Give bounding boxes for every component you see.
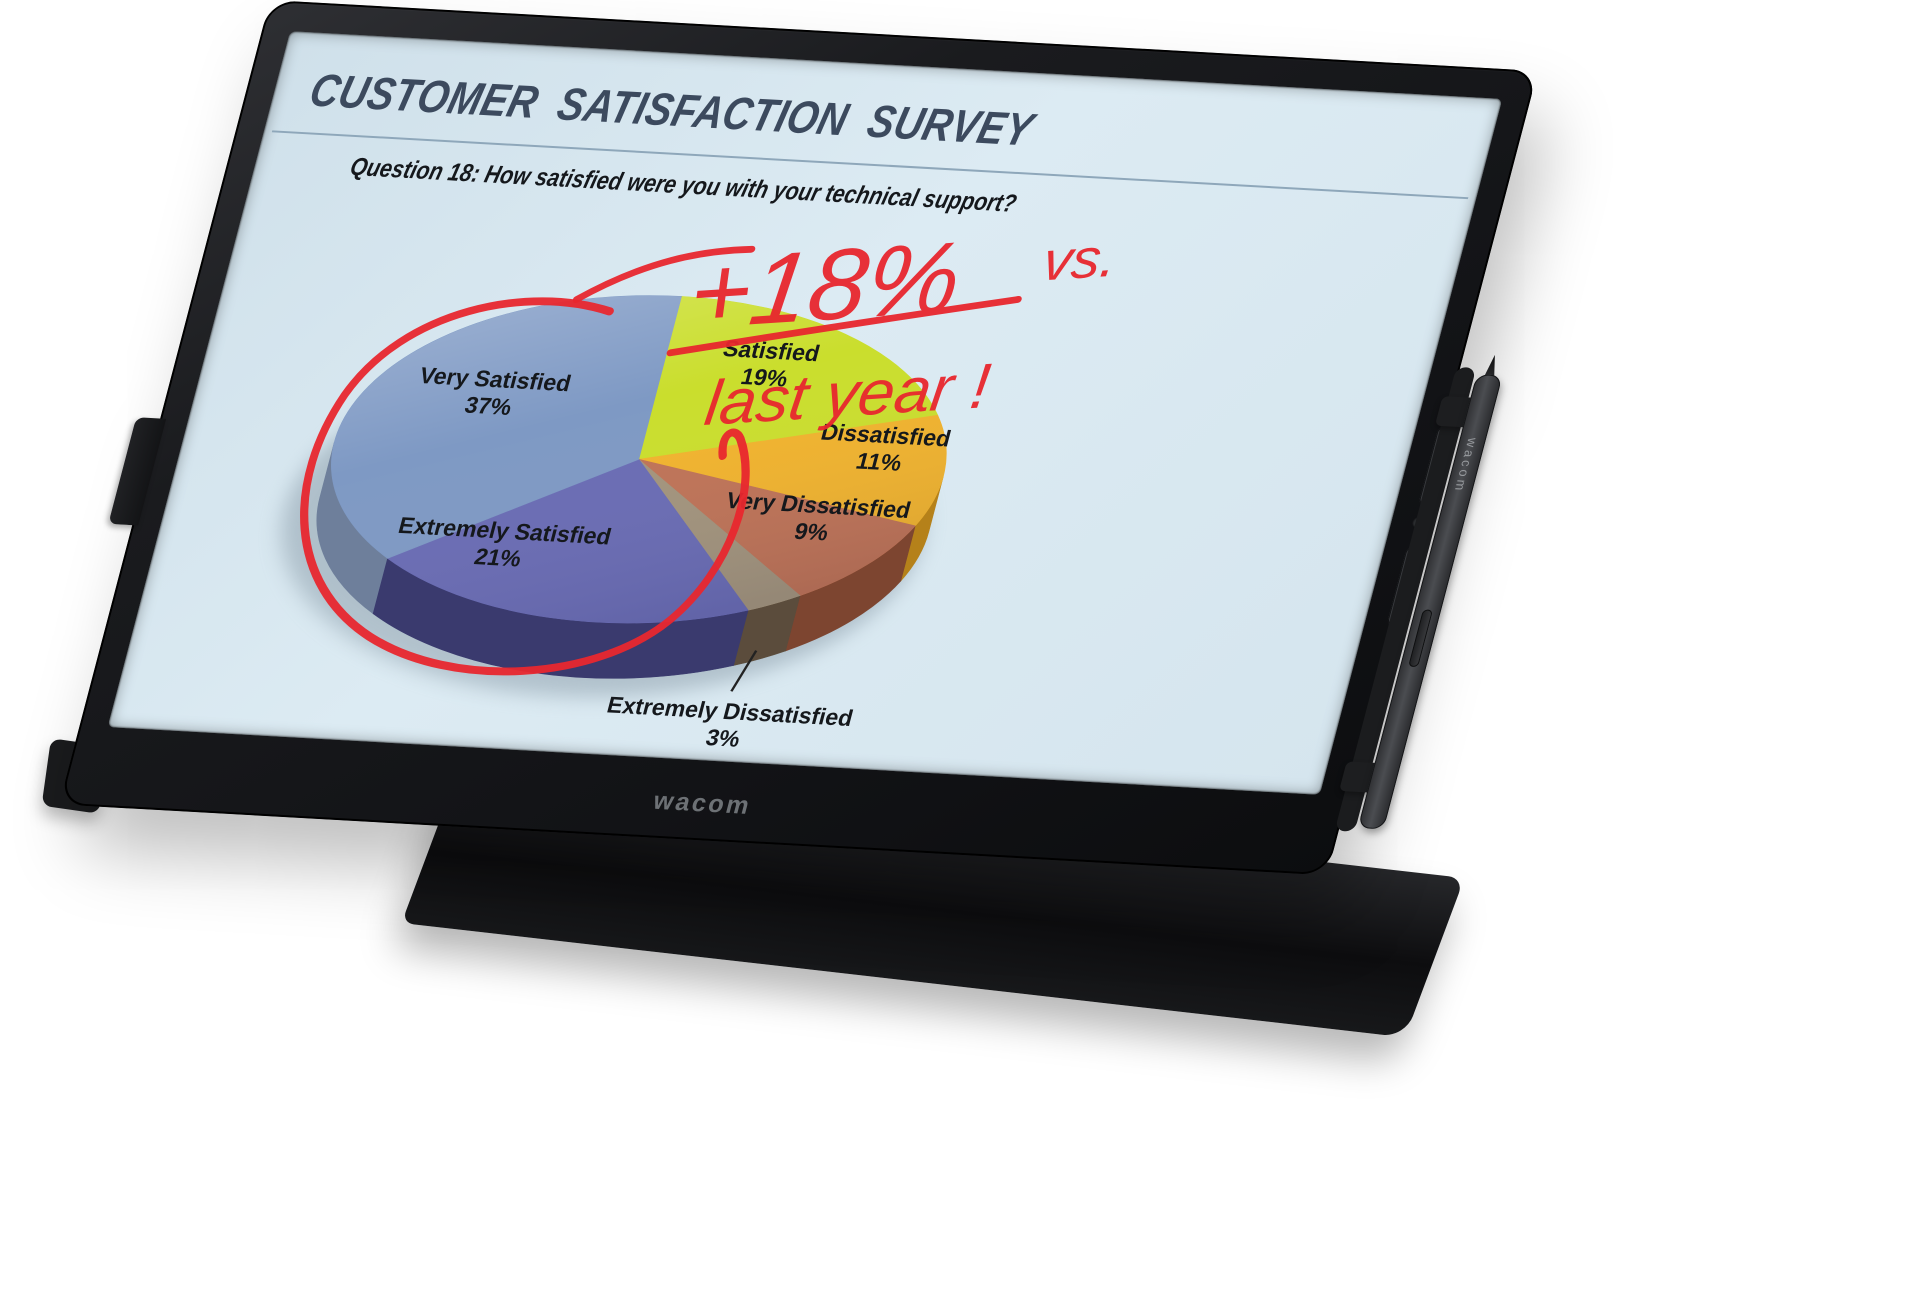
annotation-underline	[666, 295, 1022, 357]
pen-display-screen[interactable]: CUSTOMER SATISFACTION SURVEY Question 18…	[107, 31, 1503, 795]
red-leader-stroke	[572, 245, 756, 304]
annotation-last-year: last year !	[701, 349, 994, 438]
pie-leader-line	[730, 650, 758, 692]
presentation-slide: CUSTOMER SATISFACTION SURVEY Question 18…	[108, 31, 1503, 795]
red-ink-annotation-layer: +18% vs. last year !	[300, 220, 1121, 676]
red-handwriting: +18% vs. last year !	[666, 220, 1121, 439]
pen-holder-clip	[108, 417, 167, 526]
tablet-body: CUSTOMER SATISFACTION SURVEY Question 18…	[58, 0, 1539, 876]
red-circle-annotation	[300, 297, 750, 676]
pen-side-switch[interactable]	[1408, 609, 1434, 668]
annotation-vs: vs.	[1039, 226, 1121, 292]
